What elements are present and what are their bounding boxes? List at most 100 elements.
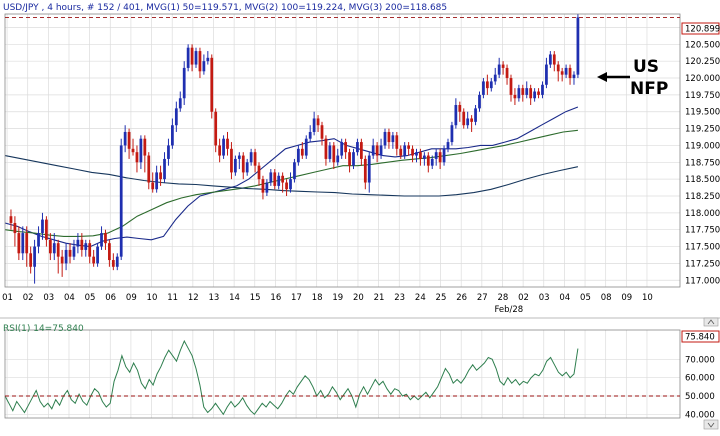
candle-body bbox=[501, 64, 505, 68]
candle-body bbox=[9, 216, 13, 223]
last-price-label: 120.899 bbox=[685, 25, 720, 35]
candle-body bbox=[92, 256, 96, 264]
panel-resize-handle[interactable] bbox=[703, 317, 719, 327]
x-tick-label: 21 bbox=[374, 293, 385, 303]
tick-labels: 117.000 117.250 117.500 117.750 118.000 118.2… bbox=[2, 23, 720, 420]
y-tick-label: 117.750 bbox=[685, 226, 720, 236]
candle-body bbox=[226, 138, 229, 149]
candle-body bbox=[387, 131, 391, 143]
x-tick-label: 04 bbox=[559, 293, 570, 303]
candle-body bbox=[462, 111, 466, 126]
y-tick-label: 117.000 bbox=[685, 276, 720, 286]
y-tick-label: 119.750 bbox=[685, 91, 720, 101]
candle-body bbox=[17, 233, 21, 254]
main-grid bbox=[5, 14, 680, 287]
candle-body bbox=[411, 148, 414, 156]
panel-controls[interactable] bbox=[703, 317, 719, 430]
candle-body bbox=[320, 125, 324, 139]
candle-body bbox=[521, 88, 525, 95]
candle-body bbox=[25, 233, 29, 254]
candle-body bbox=[297, 148, 300, 163]
candle-body bbox=[403, 145, 407, 156]
candle-body bbox=[430, 158, 434, 166]
candle-body bbox=[525, 88, 529, 95]
y-tick-label: 119.250 bbox=[685, 125, 720, 135]
candlesticks bbox=[9, 14, 580, 284]
x-tick-label: 10 bbox=[642, 293, 653, 303]
candle-body bbox=[434, 152, 438, 159]
x-tick-label: 05 bbox=[580, 293, 591, 303]
candle-body bbox=[289, 179, 292, 190]
candle-body bbox=[277, 175, 281, 186]
last-price-box bbox=[681, 22, 720, 35]
month-label: Feb/28 bbox=[494, 305, 523, 315]
candle-body bbox=[249, 152, 253, 163]
candle-body bbox=[68, 249, 72, 257]
candle-body bbox=[312, 118, 316, 132]
candle-body bbox=[537, 91, 540, 95]
candle-body bbox=[344, 142, 348, 153]
candle-body bbox=[123, 131, 127, 146]
candle-body bbox=[167, 145, 170, 159]
candle-body bbox=[84, 243, 88, 250]
y-tick-label: 117.250 bbox=[685, 259, 720, 269]
x-tick-label: 09 bbox=[621, 293, 632, 303]
x-tick-label: 12 bbox=[188, 293, 199, 303]
candle-body bbox=[450, 125, 454, 143]
x-tick-label: 02 bbox=[23, 293, 34, 303]
candle-body bbox=[552, 54, 556, 65]
candle-body bbox=[182, 67, 186, 99]
candle-body bbox=[466, 118, 470, 126]
candle-body bbox=[230, 148, 233, 173]
candle-body bbox=[489, 81, 493, 89]
chart-header: USD/JPY , 4 hours, # 152 / 401, MVG(1) 5… bbox=[3, 3, 447, 13]
candle-body bbox=[556, 64, 560, 72]
candle-body bbox=[171, 125, 174, 146]
candle-body bbox=[64, 249, 68, 264]
candle-body bbox=[517, 88, 521, 99]
candle-body bbox=[178, 98, 182, 109]
y-tick-label: 118.750 bbox=[685, 158, 720, 168]
y-tick-label: 118.000 bbox=[685, 209, 720, 219]
candle-body bbox=[48, 239, 52, 254]
candle-body bbox=[505, 67, 509, 79]
y-tick-label: 119.000 bbox=[685, 141, 720, 151]
candle-body bbox=[379, 145, 383, 156]
candle-body bbox=[375, 145, 379, 156]
candle-body bbox=[478, 94, 481, 109]
candle-body bbox=[541, 84, 544, 95]
candle-body bbox=[33, 246, 36, 267]
candle-body bbox=[52, 243, 56, 254]
candle-body bbox=[371, 145, 375, 156]
candle-body bbox=[568, 67, 572, 79]
candle-body bbox=[237, 155, 241, 159]
candle-body bbox=[285, 182, 288, 190]
x-tick-label: 20 bbox=[353, 293, 364, 303]
candle-body bbox=[190, 47, 194, 65]
x-tick-label: 16 bbox=[270, 293, 281, 303]
candle-body bbox=[340, 142, 344, 156]
candle-body bbox=[261, 179, 265, 193]
candle-body bbox=[438, 152, 442, 163]
scroll-handle[interactable] bbox=[703, 419, 719, 430]
x-tick-label: 05 bbox=[85, 293, 96, 303]
candle-body bbox=[529, 88, 533, 99]
candle-body bbox=[76, 239, 80, 247]
candle-body bbox=[21, 233, 25, 254]
chevron-up-icon bbox=[707, 319, 715, 325]
candle-body bbox=[174, 108, 178, 126]
candle-body bbox=[419, 152, 422, 159]
x-tick-label: 23 bbox=[394, 293, 405, 303]
candle-body bbox=[533, 91, 536, 99]
candle-body bbox=[265, 182, 269, 193]
us-nfp-annotation: US NFP bbox=[597, 57, 668, 99]
candle-body bbox=[72, 246, 76, 257]
candle-body bbox=[336, 155, 340, 163]
candle-body bbox=[108, 243, 111, 261]
rsi-value-label: 75.840 bbox=[685, 333, 715, 343]
rsi-y-tick-label: 60.000 bbox=[685, 374, 715, 384]
candle-body bbox=[316, 118, 320, 126]
x-tick-label: 19 bbox=[332, 293, 343, 303]
